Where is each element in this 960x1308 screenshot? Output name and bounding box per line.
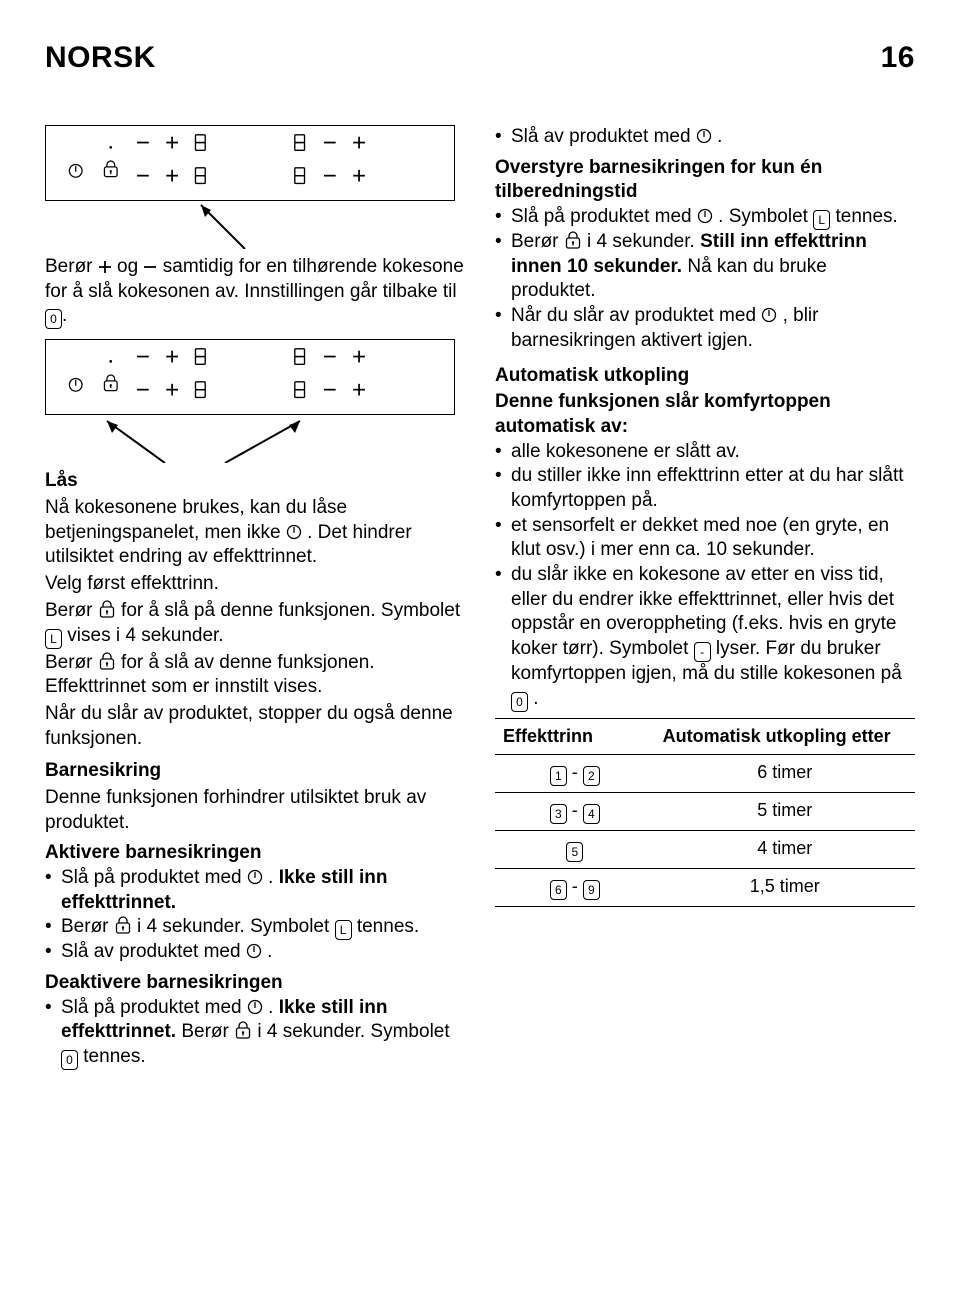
lock-p4: Berør for å slå av denne funksjonen. Eff… <box>45 651 465 700</box>
override-list: Slå på produktet med . Symbolet L tennes… <box>495 205 915 353</box>
list-item: Slå av produktet med . <box>45 940 465 965</box>
arrows-2 <box>45 415 455 463</box>
control-panel-diagram-1 <box>45 125 465 249</box>
cell-time: 6 timer <box>655 755 915 793</box>
lock-icon <box>98 599 116 619</box>
table-row: 6 - 9 1,5 timer <box>495 869 915 907</box>
lock-icon <box>114 915 132 935</box>
power-icon <box>247 869 263 885</box>
list-item: Berør i 4 sekunder. Symbolet L tennes. <box>45 915 465 940</box>
power-icon <box>247 999 263 1015</box>
override-heading: Overstyre barnesikringen for kun én tilb… <box>495 156 915 205</box>
cell-time: 4 timer <box>655 831 915 869</box>
lock-icon <box>98 651 116 671</box>
left-column: Berør og samtidig for en tilhørende koke… <box>45 125 465 1070</box>
list-item: alle kokesonene er slått av. <box>495 440 915 465</box>
deactivate-heading: Deaktivere barnesikringen <box>45 971 465 996</box>
lock-icon <box>564 230 582 250</box>
list-item: Når du slår av produktet med , blir barn… <box>495 304 915 353</box>
minus-icon <box>143 260 157 274</box>
activate-list: Slå på produktet med . Ikke still inn ef… <box>45 866 465 965</box>
lock-p5: Når du slår av produktet, stopper du ogs… <box>45 702 465 751</box>
list-item: Slå av produktet med . <box>495 125 915 150</box>
L-icon: L <box>813 210 830 230</box>
right-column: Slå av produktet med . Overstyre barnesi… <box>495 125 915 1070</box>
power-icon <box>761 307 777 323</box>
top-list: Slå av produktet med . <box>495 125 915 150</box>
table-header-row: Effekttrinn Automatisk utkopling etter <box>495 718 915 754</box>
zero-icon: 0 <box>61 1050 78 1070</box>
digit-icon: 3 <box>550 804 567 824</box>
page-header: NORSK 16 <box>45 38 915 77</box>
cell-time: 5 timer <box>655 793 915 831</box>
th-utkopling: Automatisk utkopling etter <box>655 718 915 754</box>
power-icon <box>246 943 262 959</box>
intro-paragraph: Berør og samtidig for en tilhørende koke… <box>45 255 465 329</box>
list-item: et sensorfelt er dekket med noe (en gryt… <box>495 514 915 563</box>
childlock-heading: Barnesikring <box>45 759 465 784</box>
list-item: du slår ikke en kokesone av etter en vis… <box>495 563 915 712</box>
zero-icon: 0 <box>45 309 62 329</box>
zero-icon: 0 <box>511 692 528 712</box>
lock-icon <box>234 1020 252 1040</box>
digit-icon: 9 <box>583 880 600 900</box>
digit-icon: 1 <box>550 766 567 786</box>
page-number: 16 <box>881 38 915 77</box>
table-row: 5 4 timer <box>495 831 915 869</box>
digit-icon: 5 <box>566 842 583 862</box>
lock-p1: Nå kokesonene brukes, kan du låse betjen… <box>45 496 465 570</box>
digit-icon: 6 <box>550 880 567 900</box>
language-label: NORSK <box>45 38 156 77</box>
dash-icon: - <box>694 642 711 662</box>
lock-p2: Velg først effekttrinn. <box>45 572 465 597</box>
cell-time: 1,5 timer <box>655 869 915 907</box>
auto-list: alle kokesonene er slått av. du stiller … <box>495 440 915 712</box>
plus-icon <box>98 260 112 274</box>
lock-heading: Lås <box>45 469 465 494</box>
th-effekttrinn: Effekttrinn <box>495 718 655 754</box>
L-icon: L <box>45 629 62 649</box>
list-item: Slå på produktet med . Ikke still inn ef… <box>45 996 465 1070</box>
control-panel-diagram-2 <box>45 339 465 463</box>
list-item: Slå på produktet med . Symbolet L tennes… <box>495 205 915 230</box>
childlock-p: Denne funksjonen forhindrer utilsiktet b… <box>45 786 465 835</box>
auto-p: Denne funksjonen slår komfyrtoppen autom… <box>495 390 915 439</box>
power-icon <box>696 128 712 144</box>
power-icon <box>697 208 713 224</box>
power-icon <box>286 524 302 540</box>
effect-table: Effekttrinn Automatisk utkopling etter 1… <box>495 718 915 907</box>
deactivate-list: Slå på produktet med . Ikke still inn ef… <box>45 996 465 1070</box>
table-row: 1 - 2 6 timer <box>495 755 915 793</box>
list-item: Slå på produktet med . Ikke still inn ef… <box>45 866 465 915</box>
arrow-1 <box>45 201 455 249</box>
L-icon: L <box>335 920 352 940</box>
digit-icon: 2 <box>583 766 600 786</box>
auto-heading: Automatisk utkopling <box>495 364 915 389</box>
activate-heading: Aktivere barnesikringen <box>45 841 465 866</box>
digit-icon: 4 <box>583 804 600 824</box>
table-row: 3 - 4 5 timer <box>495 793 915 831</box>
lock-p3: Berør for å slå på denne funksjonen. Sym… <box>45 599 465 649</box>
list-item: Berør i 4 sekunder. Still inn effekttrin… <box>495 230 915 304</box>
list-item: du stiller ikke inn effekttrinn etter at… <box>495 464 915 513</box>
